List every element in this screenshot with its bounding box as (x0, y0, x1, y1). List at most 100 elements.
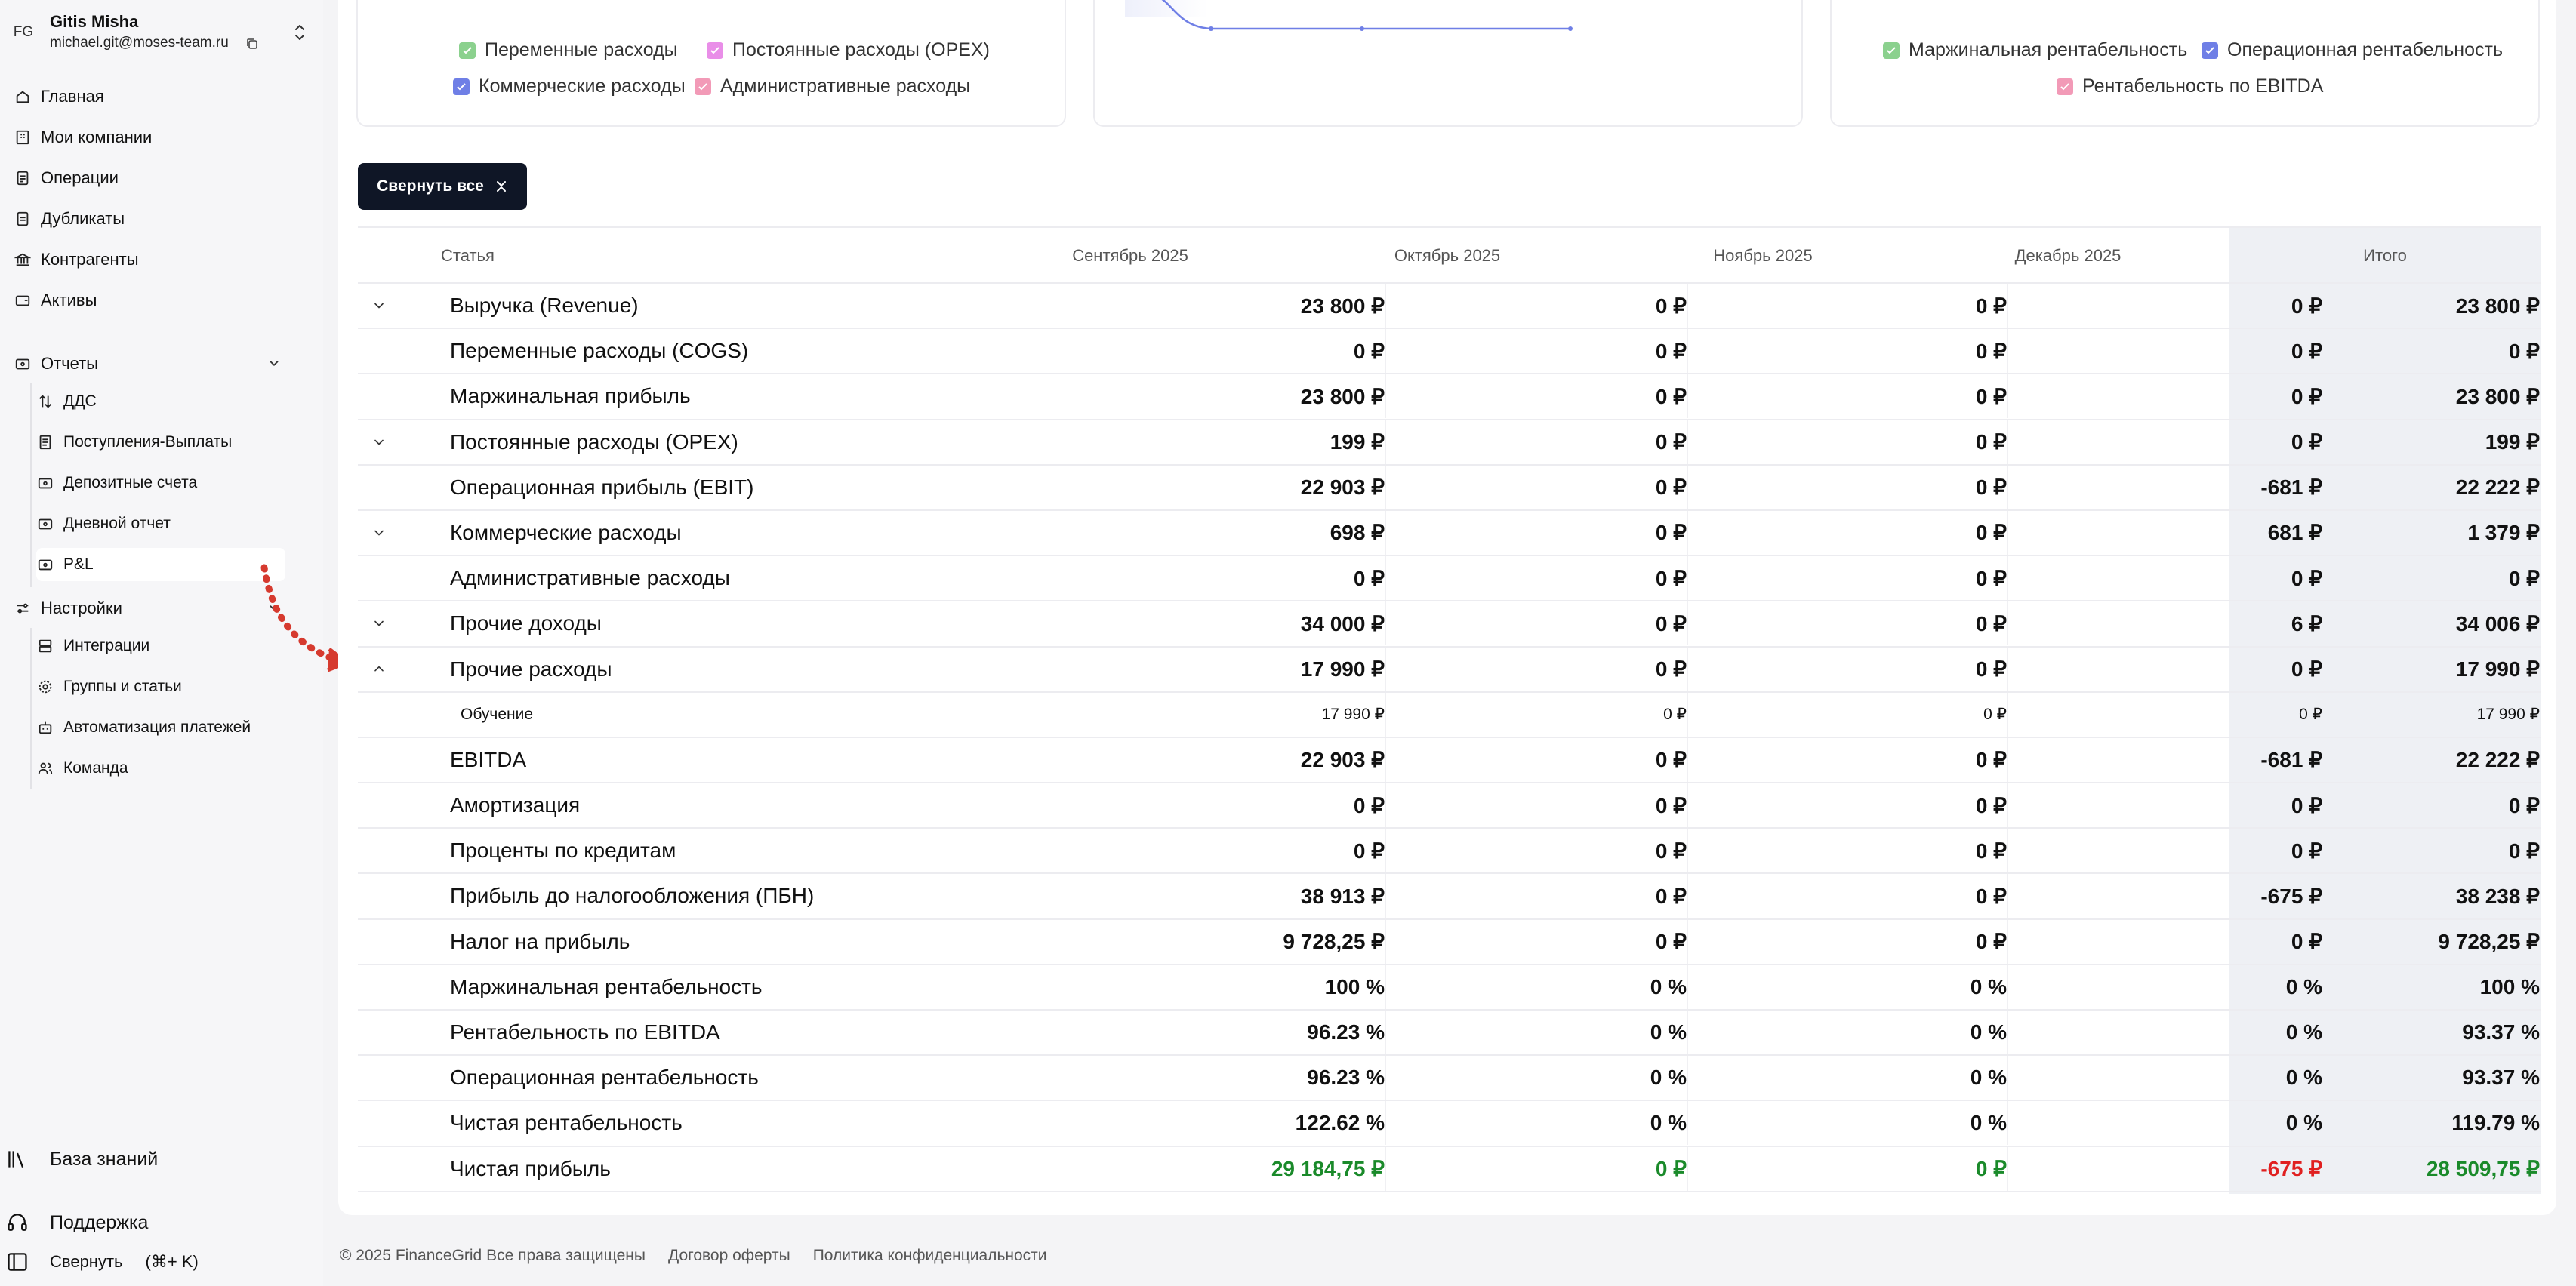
sidebar-item-groups[interactable]: Группы и статьи (36, 670, 285, 703)
sidebar-item-companies[interactable]: Мои компании (14, 121, 285, 154)
row-value: 0 % (2285, 1111, 2322, 1135)
row-value: 0 ₽ (1975, 748, 2007, 772)
cell-divider (1385, 919, 1386, 964)
table-row[interactable]: Прочие доходы 34 000 ₽ 0 ₽ 0 ₽ 6 ₽ 34 006 ₽ (358, 601, 2541, 648)
legend-item[interactable]: Рентабельность по EBITDA (2057, 75, 2323, 97)
sidebar-item-label: Интеграции (63, 637, 150, 654)
cell-divider (1687, 919, 1688, 964)
account-switcher[interactable]: FG Gitis Misha michael.git@moses-team.ru (11, 6, 313, 59)
legend-item[interactable]: Административные расходы (695, 75, 970, 97)
sidebar-item-deposits[interactable]: Депозитные счета (36, 466, 285, 500)
legend-label: Административные расходы (720, 75, 971, 97)
sidebar-item-counterparties[interactable]: Контрагенты (14, 243, 285, 276)
legend-item[interactable]: Маржинальная рентабельность (1883, 39, 2187, 61)
sidebar-item-assets[interactable]: Активы (14, 284, 285, 317)
column-header-total[interactable]: Итого (2363, 246, 2407, 265)
row-spacer (371, 920, 390, 964)
table-row: Операционная прибыль (EBIT) 22 903 ₽ 0 ₽ 0 … (358, 465, 2541, 511)
column-header-nov[interactable]: Ноябрь 2025 (1713, 246, 1813, 265)
footer: © 2025 FinanceGrid Все права защищены До… (340, 1247, 1047, 1265)
row-value: 22 903 ₽ (1300, 748, 1385, 772)
total-column-background (2229, 226, 2541, 1194)
row-value: 0 ₽ (1655, 838, 1687, 863)
sidebar-item-pnl[interactable]: P&L (36, 548, 285, 581)
table-row[interactable]: Коммерческие расходы 698 ₽ 0 ₽ 0 ₽ 681 ₽ 1 37… (358, 510, 2541, 557)
cell-divider (1687, 1146, 1688, 1191)
copy-icon[interactable] (245, 36, 259, 50)
chevron-up-icon[interactable] (371, 648, 390, 691)
legend-item[interactable]: Коммерческие расходы (453, 75, 686, 97)
collapse-all-button[interactable]: Свернуть все (358, 163, 527, 210)
column-header-article[interactable]: Статья (441, 246, 495, 265)
cell-divider (1385, 510, 1386, 555)
row-label: Административные расходы (450, 566, 730, 590)
table-row: Чистая прибыль 29 184,75 ₽ 0 ₽ 0 ₽ -675 ₽ 28 … (358, 1146, 2541, 1192)
sidebar-item-daily-report[interactable]: Дневной отчет (36, 507, 285, 540)
row-spacer (371, 1011, 390, 1054)
column-header-dec[interactable]: Декабрь 2025 (2014, 246, 2122, 265)
table-row[interactable]: Прочие расходы 17 990 ₽ 0 ₽ 0 ₽ 0 ₽ 17 990 ₽ (358, 647, 2541, 693)
cell-divider (1385, 374, 1386, 419)
sidebar-item-team[interactable]: Команда (36, 752, 285, 785)
row-label: Маржинальная прибыль (450, 384, 691, 408)
collapse-sidebar-button[interactable]: Свернуть (⌘+ K) (5, 1244, 199, 1280)
sidebar-group-reports[interactable]: Отчеты (14, 347, 285, 380)
chevron-down-icon[interactable] (371, 284, 390, 328)
cell-divider (1385, 1101, 1386, 1146)
row-label: Обучение (461, 705, 534, 723)
column-header-sep[interactable]: Сентябрь 2025 (1072, 246, 1188, 265)
column-header-oct[interactable]: Октябрь 2025 (1394, 246, 1501, 265)
main-content: Переменные расходы Постоянные расходы (O… (338, 0, 2556, 1215)
row-value: 0 ₽ (2291, 657, 2322, 681)
table-row[interactable]: Выручка (Revenue) 23 800 ₽ 0 ₽ 0 ₽ 0 ₽ 23 800… (358, 284, 2541, 330)
sidebar-item-payment-automation[interactable]: Автоматизация платежей (36, 711, 285, 744)
legend-item[interactable]: Операционная рентабельность (2202, 39, 2503, 61)
chevron-down-icon[interactable] (371, 511, 390, 555)
cell-divider (1385, 647, 1386, 691)
table-row[interactable]: Постоянные расходы (OPEX) 199 ₽ 0 ₽ 0 ₽ 0 ₽ 1… (358, 420, 2541, 466)
collapse-shortcut: (⌘+ K) (145, 1252, 199, 1271)
legend-item[interactable]: Переменные расходы (459, 39, 678, 61)
row-value: 0 ₽ (1655, 294, 1687, 318)
row-value: 0 ₽ (1655, 339, 1687, 363)
sidebar-item-cashflow[interactable]: Поступления-Выплаты (36, 426, 285, 459)
row-value: 0 ₽ (2291, 339, 2322, 363)
card-icon (36, 515, 54, 533)
sidebar-item-label: Главная (41, 87, 104, 106)
cell-divider (1385, 874, 1386, 918)
row-value: 0 ₽ (1655, 566, 1687, 590)
footer-privacy-link[interactable]: Политика конфиденциальности (812, 1247, 1047, 1264)
sidebar-item-integrations[interactable]: Интеграции (36, 629, 285, 663)
row-value: 0 ₽ (1663, 706, 1687, 724)
row-value: 0 % (1970, 974, 2007, 998)
wallet-icon (14, 291, 32, 309)
chevrons-up-down-icon[interactable] (291, 21, 308, 44)
row-value: -681 ₽ (2260, 475, 2322, 500)
cell-divider (1385, 329, 1386, 374)
row-spacer (371, 466, 390, 509)
cell-divider (1687, 829, 1688, 873)
sidebar-item-dds[interactable]: ДДС (36, 385, 285, 418)
footer-offer-link[interactable]: Договор оферты (668, 1247, 790, 1264)
row-value: 100 % (2479, 974, 2540, 998)
sidebar-item-operations[interactable]: Операции (14, 162, 285, 195)
sidebar-item-duplicates[interactable]: Дубликаты (14, 202, 285, 235)
row-value: 0 % (2285, 1020, 2322, 1044)
support-link[interactable]: Поддержка (5, 1204, 148, 1241)
sidebar-group-settings[interactable]: Настройки (14, 592, 285, 625)
sidebar-item-label: Команда (63, 759, 128, 777)
expenses-chart-card: Переменные расходы Постоянные расходы (O… (356, 0, 1066, 127)
row-value: 0 ₽ (1353, 566, 1385, 590)
chevron-down-icon[interactable] (266, 355, 284, 373)
row-value: 0 ₽ (1975, 521, 2007, 545)
legend-item[interactable]: Постоянные расходы (OPEX) (707, 39, 990, 61)
chevron-down-icon[interactable] (371, 420, 390, 464)
row-spacer (371, 329, 390, 373)
sidebar-item-home[interactable]: Главная (14, 80, 285, 113)
row-value: -681 ₽ (2260, 748, 2322, 772)
chevron-down-icon[interactable] (371, 601, 390, 645)
knowledge-base-link[interactable]: База знаний (5, 1141, 158, 1177)
row-value: 22 903 ₽ (1300, 475, 1385, 500)
sidebar-item-label: Поступления-Выплаты (63, 433, 233, 451)
cell-divider (2007, 601, 2008, 646)
